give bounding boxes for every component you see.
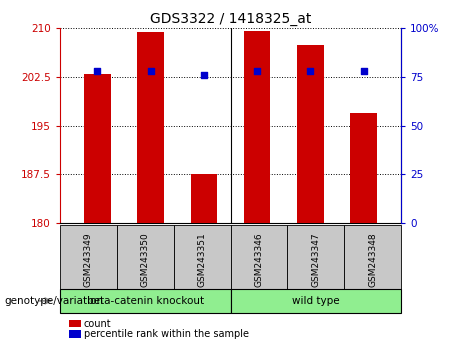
Text: genotype/variation: genotype/variation xyxy=(5,296,104,306)
Text: wild type: wild type xyxy=(292,296,340,306)
Text: GSM243350: GSM243350 xyxy=(141,232,150,287)
Text: GSM243348: GSM243348 xyxy=(368,232,377,287)
Bar xyxy=(297,45,324,223)
Bar xyxy=(137,32,164,223)
Point xyxy=(307,68,314,74)
Bar xyxy=(84,74,111,223)
Point xyxy=(360,68,367,74)
Title: GDS3322 / 1418325_at: GDS3322 / 1418325_at xyxy=(150,12,311,26)
Bar xyxy=(244,31,271,223)
Bar xyxy=(190,174,217,223)
Text: percentile rank within the sample: percentile rank within the sample xyxy=(84,329,249,339)
Text: GSM243347: GSM243347 xyxy=(311,232,320,287)
Bar xyxy=(350,113,377,223)
Point xyxy=(147,68,154,74)
Point xyxy=(94,68,101,74)
Text: count: count xyxy=(84,319,112,329)
Text: beta-catenin knockout: beta-catenin knockout xyxy=(87,296,204,306)
Text: GSM243351: GSM243351 xyxy=(198,232,207,287)
Text: GSM243349: GSM243349 xyxy=(84,232,93,287)
Point xyxy=(254,68,261,74)
Point xyxy=(200,72,207,78)
Text: GSM243346: GSM243346 xyxy=(254,232,263,287)
